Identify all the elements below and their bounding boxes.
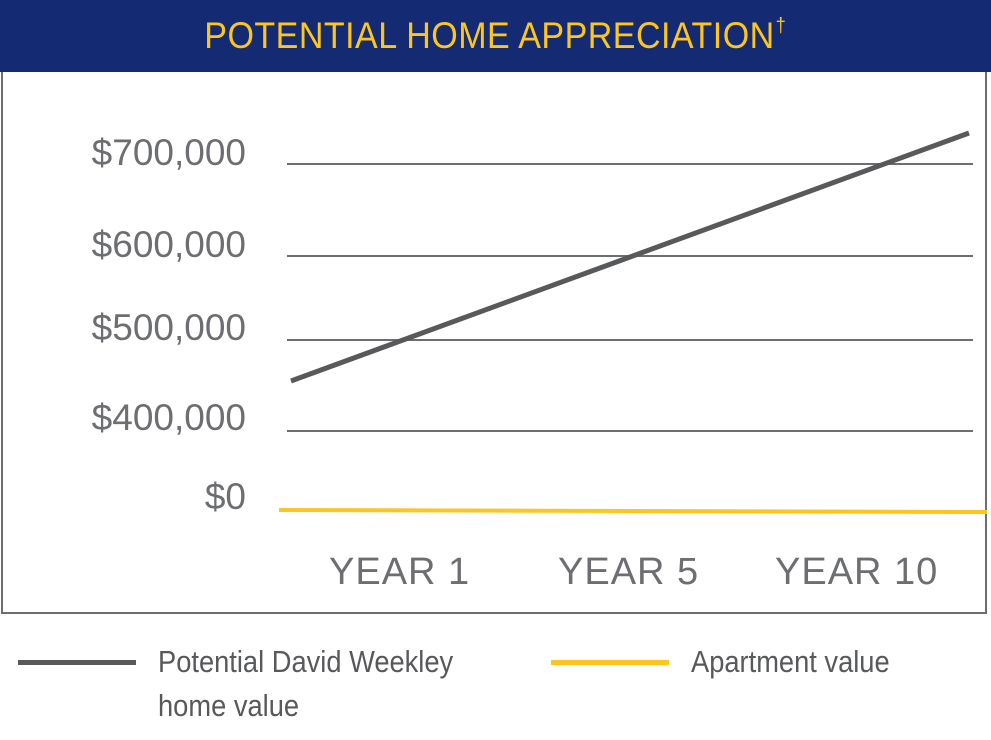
legend-label-apartment-value: Apartment value	[691, 644, 890, 679]
x-tick-year-10: YEAR 10	[775, 551, 939, 593]
legend-item-home-value: Potential David Weekley home value	[18, 640, 493, 728]
chart-title-text: POTENTIAL HOME APPRECIATION	[204, 15, 775, 56]
y-tick-600000: $600,000	[91, 224, 246, 265]
chart-title: POTENTIAL HOME APPRECIATION†	[204, 15, 786, 57]
y-tick-700000: $700,000	[91, 132, 246, 173]
legend-swatch-home-value	[18, 660, 136, 665]
y-tick-0: $0	[204, 476, 246, 517]
title-dagger-mark: †	[775, 15, 787, 37]
series-apartment-value-line	[278, 508, 988, 514]
gridlines	[287, 163, 973, 432]
x-tick-year-1: YEAR 1	[329, 551, 471, 593]
legend-swatch-apartment-value	[551, 660, 669, 665]
chart-frame	[1, 72, 987, 614]
chart-title-bar: POTENTIAL HOME APPRECIATION†	[0, 0, 991, 72]
x-tick-year-5: YEAR 5	[558, 551, 700, 593]
legend-item-apartment-value: Apartment value	[551, 640, 917, 684]
y-tick-400000: $400,000	[91, 397, 246, 438]
y-tick-500000: $500,000	[91, 307, 246, 348]
legend-label-home-value: Potential David Weekley home value	[158, 644, 454, 723]
series-home-value-line	[290, 130, 970, 384]
